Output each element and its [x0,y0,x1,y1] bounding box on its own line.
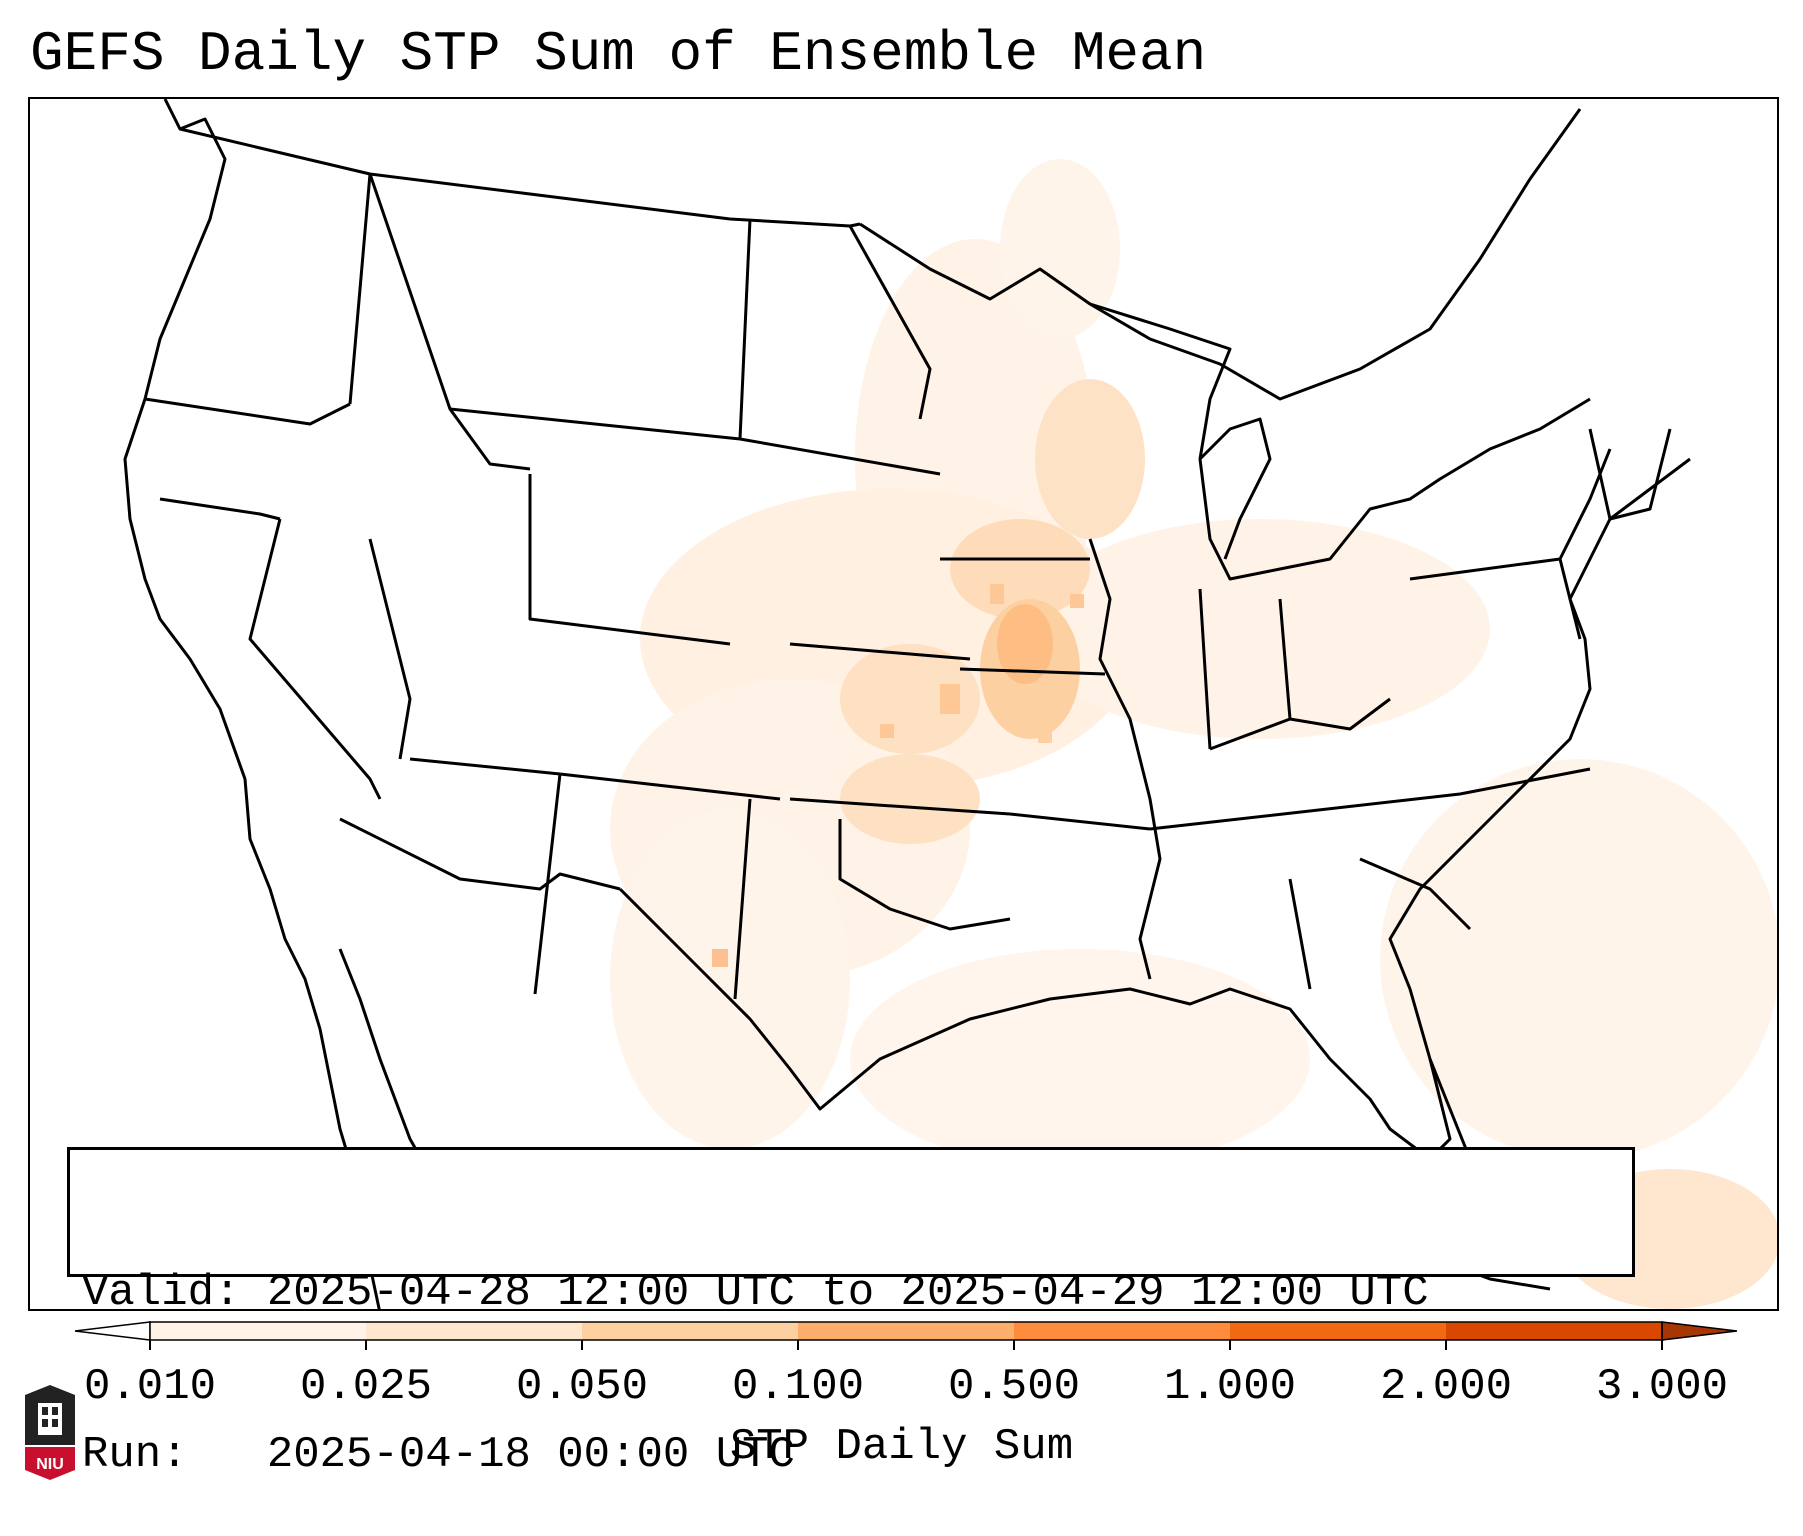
border-new-england [1588,428,1672,521]
colorbar-segment [1446,1322,1663,1340]
colorbar-ticks: 0.010 0.025 0.050 0.100 0.500 1.000 2.000 3.000 [84,1340,1728,1412]
shade-wisconsin [1035,379,1145,539]
shade-pixel [712,949,728,967]
border-ok-tx [838,819,1011,931]
border-sd-ne [739,437,941,476]
great-lakes [1089,302,1591,581]
colorbar-outline [149,1321,1663,1341]
shade-pixel [880,724,894,738]
valid-run-info-box: Valid: 2025-04-28 12:00 UTC to 2025-04-2… [67,1147,1635,1480]
shade-oklahoma [840,754,980,844]
shade-iowa [950,519,1090,619]
run-time-text: Run: 2025-04-18 00:00 UTC [82,1430,795,1480]
border-ny [1558,448,1612,560]
border-wy-co [528,474,731,646]
border-nd-mn [848,225,932,420]
seal-tower-icon [38,1403,62,1435]
border-tn [1149,767,1591,831]
mexico-border [339,817,621,891]
border-mississippi [1088,538,1162,980]
border-ut-az [409,757,561,776]
shade-missouri-core [997,604,1053,684]
gulf-coast [618,457,1691,1161]
border-oh-ky [1209,697,1391,751]
lake-michigan [1198,417,1272,560]
border-ga-sc [1359,857,1472,931]
colorbar-tick-label: 0.010 [84,1362,216,1412]
border-id [348,173,372,405]
shade-pixel [1038,729,1052,743]
colorbar-tick-label: 2.000 [1380,1362,1512,1412]
border-wa-or [144,397,351,426]
state-borders [123,99,1691,1309]
colorbar: 0.010 0.025 0.050 0.100 0.500 1.000 2.000 3.000 [74,1321,1738,1412]
border-ne-ks [789,642,971,661]
shade-pixel [940,684,960,714]
border-ut-nv [368,538,412,760]
border-az-nm [533,773,562,995]
shade-ohio-valley [1030,519,1490,739]
valid-time-text: Valid: 2025-04-28 12:00 UTC to 2025-04-2… [82,1268,1429,1318]
colorbar-extend-low [74,1321,151,1341]
border-mt-nd [738,218,752,440]
colorbar-segment [1014,1322,1231,1340]
shade-pixel [990,584,1004,604]
border-in-oh [1278,598,1292,720]
shade-gulf [850,949,1310,1169]
colorbar-tick-label: 0.500 [948,1362,1080,1412]
border-mo-ar [1009,812,1151,831]
us-outline [123,99,381,1309]
border-nv [248,518,382,800]
colorbar-tick-label: 0.050 [516,1362,648,1412]
canada-border [179,127,861,228]
border-al-ga [1288,878,1312,990]
colorbar-extend-high [1661,1321,1738,1341]
shade-pixel [1070,594,1084,608]
shade-north-central [1000,159,1120,339]
colorbar-segment [798,1322,1015,1340]
stp-map [123,99,1777,1309]
border-id-east [368,173,531,471]
colorbar-tick-label: 3.000 [1596,1362,1728,1412]
stp-shading-layer [610,159,1777,1309]
logo-text: NIU [36,1456,64,1473]
colorbar-segment [582,1322,799,1340]
colorbar-tick-label: 1.000 [1164,1362,1296,1412]
map-title: GEFS Daily STP Sum of Ensemble Mean [30,22,1207,86]
border-il-in [1198,588,1212,750]
border-co-nm [559,772,781,801]
shade-atlantic [1380,759,1777,1159]
colorbar-label: STP Daily Sum [729,1422,1074,1472]
border-ks-ok [789,797,1011,816]
seal-banner [25,1447,75,1480]
border-ia-mo [959,667,1106,676]
border-or-ca [159,497,281,521]
map-panel [28,97,1779,1311]
canada-border-east [859,108,1582,401]
shade-kansas [840,644,980,754]
colorbar-tick-label: 0.025 [300,1362,432,1412]
border-mt-wy [449,407,741,441]
colorbar-segment [150,1322,367,1340]
border-nm-tx [733,798,752,1000]
niu-logo: NIU [25,1385,75,1480]
colorbar-segment [1230,1322,1447,1340]
colorbar-segment [366,1322,583,1340]
shade-texas [610,809,850,1149]
colorbar-tick-label: 0.100 [732,1362,864,1412]
colorbar-segments [74,1321,1738,1341]
